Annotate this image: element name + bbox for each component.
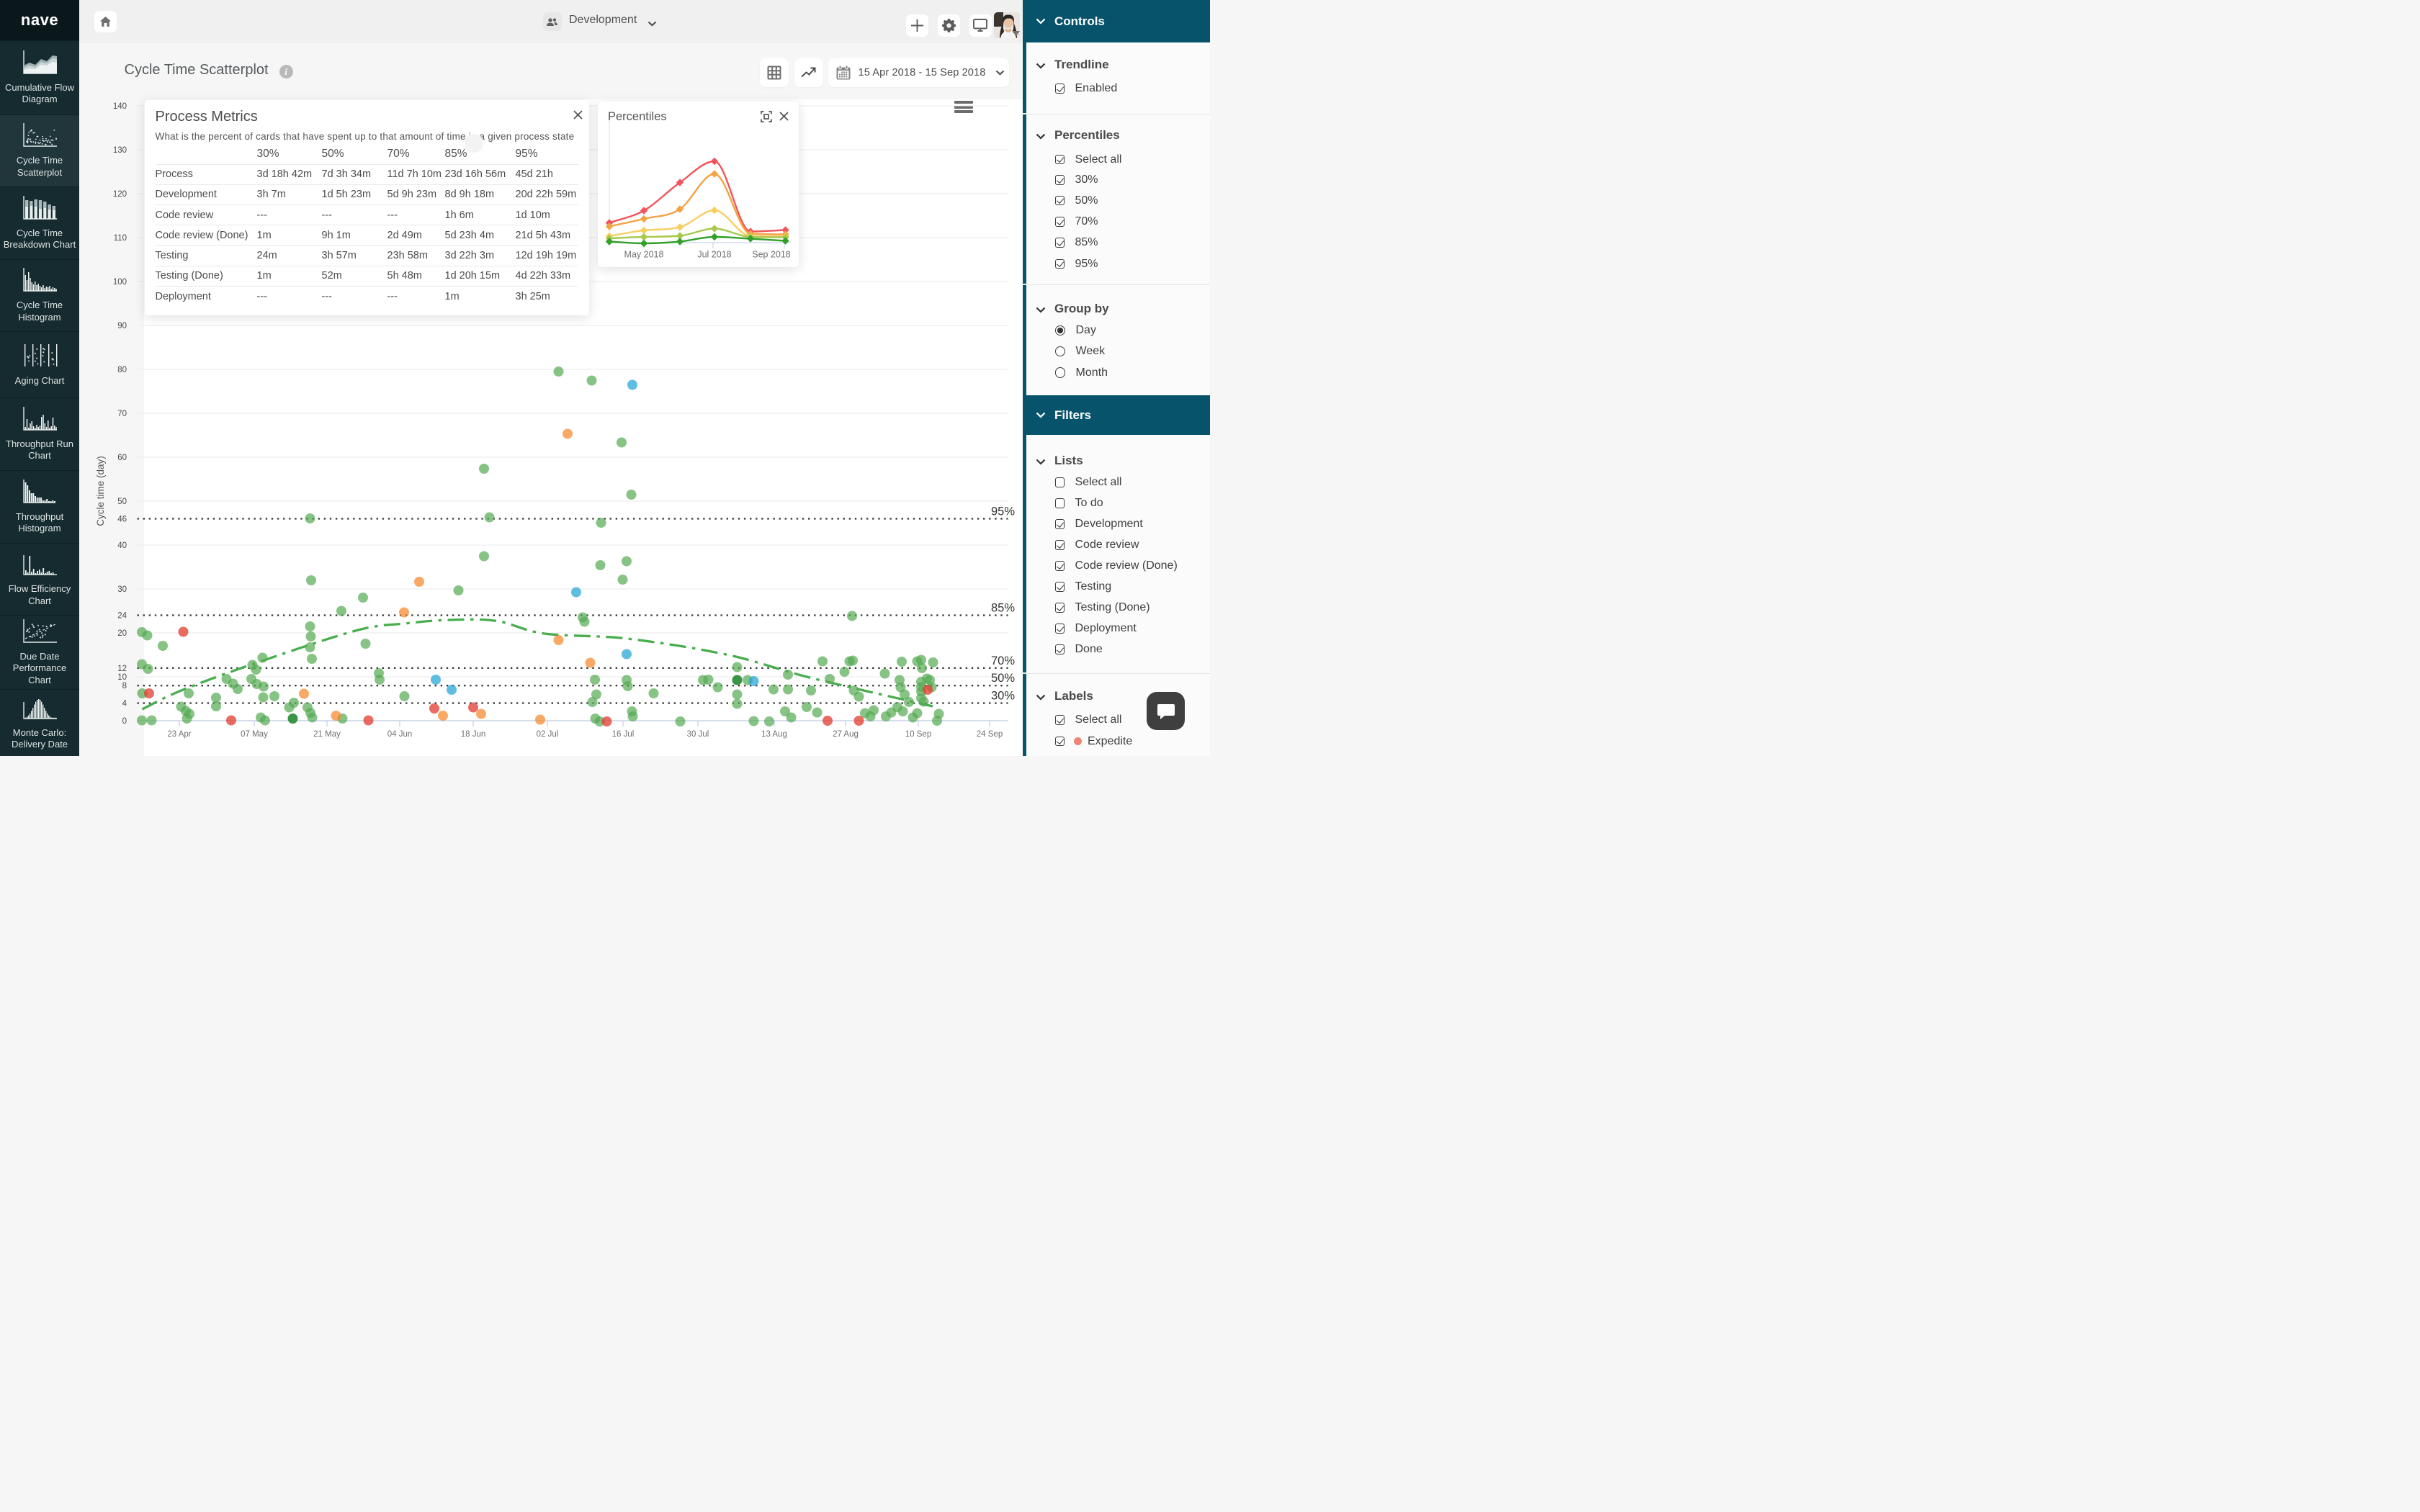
svg-text:10: 10	[117, 673, 127, 682]
svg-text:46: 46	[117, 515, 127, 523]
svg-text:0: 0	[122, 717, 127, 726]
svg-text:24: 24	[117, 612, 127, 621]
svg-text:70%: 70%	[991, 654, 1015, 667]
svg-text:30%: 30%	[991, 690, 1015, 703]
svg-text:23 Apr: 23 Apr	[167, 730, 191, 739]
svg-text:Jul 2018: Jul 2018	[697, 249, 731, 259]
svg-text:50%: 50%	[991, 672, 1015, 685]
svg-text:130: 130	[113, 146, 127, 155]
svg-text:40: 40	[117, 541, 127, 550]
svg-text:8: 8	[122, 682, 127, 690]
svg-text:140: 140	[113, 102, 127, 111]
svg-text:85%: 85%	[991, 602, 1015, 615]
svg-text:30: 30	[117, 585, 127, 594]
svg-text:24 Sep: 24 Sep	[977, 730, 1003, 739]
svg-text:30 Jul: 30 Jul	[687, 730, 709, 739]
svg-text:May 2018: May 2018	[624, 249, 664, 259]
svg-text:16 Jul: 16 Jul	[612, 730, 635, 739]
svg-text:18 Jun: 18 Jun	[461, 730, 486, 739]
svg-text:13 Aug: 13 Aug	[761, 730, 787, 739]
svg-text:4: 4	[122, 700, 127, 708]
svg-text:120: 120	[113, 190, 127, 199]
svg-text:50: 50	[117, 498, 127, 506]
svg-text:80: 80	[117, 366, 127, 374]
svg-text:Cycle time (day): Cycle time (day)	[95, 456, 106, 526]
svg-text:12: 12	[117, 665, 127, 673]
svg-text:20: 20	[117, 629, 127, 638]
svg-text:21 May: 21 May	[313, 730, 341, 739]
svg-text:95%: 95%	[991, 505, 1015, 518]
svg-text:27 Aug: 27 Aug	[833, 730, 859, 739]
svg-text:100: 100	[113, 278, 127, 287]
svg-text:02 Jul: 02 Jul	[537, 730, 559, 739]
svg-text:Sep 2018: Sep 2018	[752, 249, 791, 259]
svg-text:07 May: 07 May	[241, 730, 268, 739]
svg-text:10 Sep: 10 Sep	[905, 730, 931, 739]
svg-text:60: 60	[117, 454, 127, 462]
svg-text:70: 70	[117, 410, 127, 418]
svg-text:110: 110	[114, 234, 127, 243]
svg-text:04 Jun: 04 Jun	[387, 730, 413, 739]
svg-text:90: 90	[117, 322, 127, 330]
